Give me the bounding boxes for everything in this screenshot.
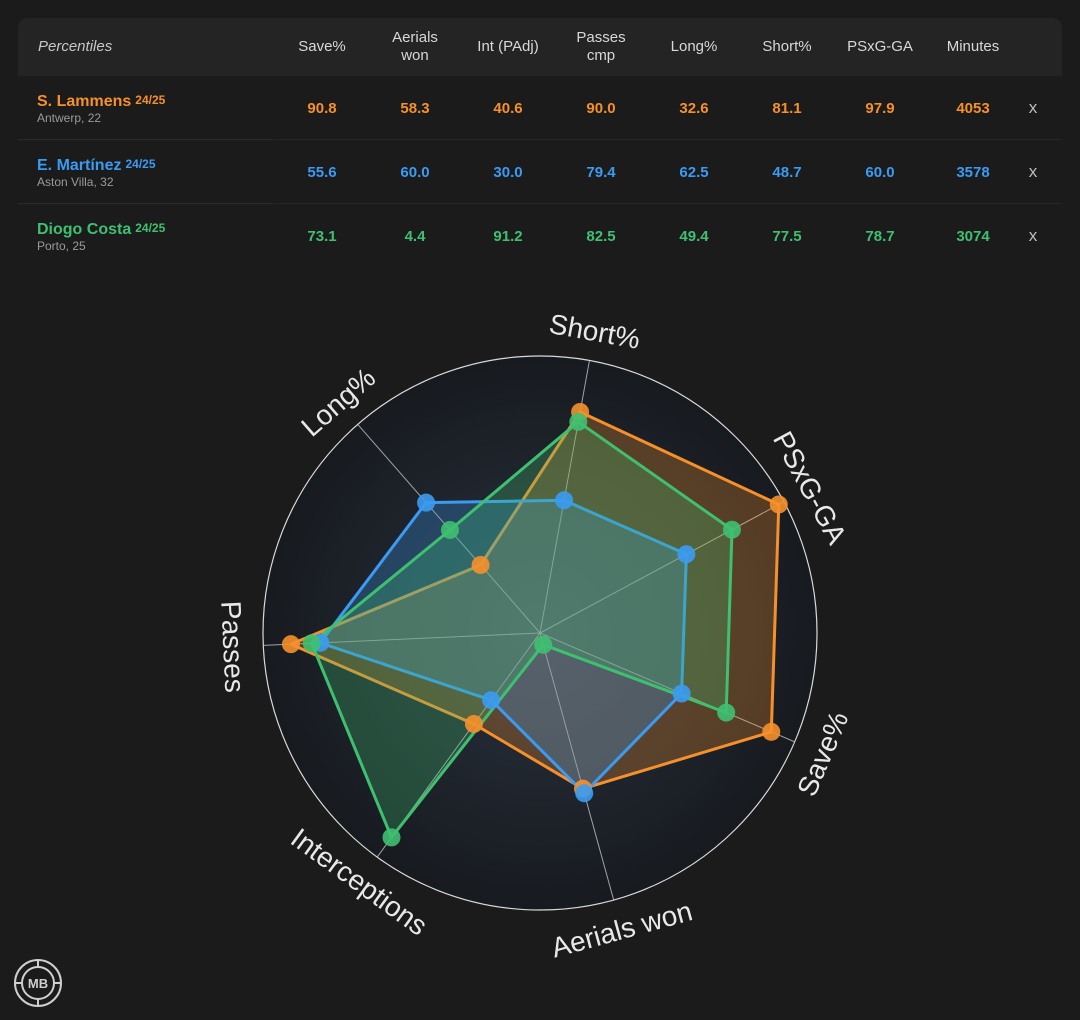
season-label: 24/25: [125, 157, 156, 171]
stat-value: 62.5: [679, 163, 709, 181]
data-point: [281, 635, 300, 654]
column-header: Long%: [670, 38, 718, 55]
stat-value: 30.0: [493, 163, 523, 181]
player-name-text: E. Martínez: [37, 157, 122, 174]
stat-value: 32.6: [679, 99, 709, 117]
stat-value: 4053: [956, 99, 990, 117]
data-point: [569, 412, 588, 431]
data-point: [575, 784, 594, 803]
table-row: Diogo Costa 24/25 Porto, 25 73.1 4.4 91.2 82.5…: [18, 204, 1062, 268]
series-area: [318, 498, 688, 795]
season-label: 24/25: [135, 221, 166, 235]
mb-logo: MB: [14, 959, 62, 1007]
player-name: S. Lammens 24/25: [37, 93, 165, 111]
data-point: [769, 495, 788, 514]
table-row: S. Lammens 24/25 Antwerp, 22 90.8 58.3 40.6 90…: [18, 76, 1062, 140]
radar-spoke: [539, 632, 795, 743]
data-point: [482, 691, 501, 710]
data-point: [382, 828, 401, 847]
column-header: PSxG-GA: [847, 38, 913, 55]
column-header: Minutes: [946, 38, 1000, 55]
stat-value: 49.4: [679, 227, 709, 245]
player-club-age: Antwerp, 22: [37, 111, 102, 125]
stat-value: 4.4: [404, 227, 426, 245]
stat-value: 60.0: [400, 163, 430, 181]
stat-value: 77.5: [772, 227, 802, 245]
remove-player-button[interactable]: x: [1028, 162, 1038, 181]
data-point: [717, 703, 736, 722]
data-point: [762, 722, 781, 741]
table-row: E. Martínez 24/25 Aston Villa, 32 55.6 60.0 3…: [18, 140, 1062, 204]
row-divider: [18, 139, 1062, 140]
column-header: Int (PAdj): [477, 38, 539, 55]
remove-player-button[interactable]: x: [1028, 226, 1038, 245]
series-area: [289, 410, 781, 791]
data-point: [534, 635, 553, 654]
stat-value: 40.6: [493, 99, 523, 117]
data-point: [417, 493, 436, 512]
axis-label: Passes: [215, 600, 250, 693]
stat-value: 60.0: [865, 163, 895, 181]
stat-value: 73.1: [307, 227, 337, 245]
percentiles-table: Percentiles Save% Aerials won Int (PAdj) Pas…: [18, 18, 1062, 268]
stat-value: 91.2: [493, 227, 523, 245]
column-header: Short%: [762, 38, 812, 55]
table-header: Percentiles Save% Aerials won Int (PAdj) Pas…: [18, 18, 1062, 76]
stat-value: 58.3: [400, 99, 430, 117]
player-name: Diogo Costa 24/25: [37, 221, 165, 239]
stat-value: 78.7: [865, 227, 895, 245]
stat-value: 79.4: [586, 163, 616, 181]
data-point: [471, 555, 490, 574]
stat-value: 82.5: [586, 227, 616, 245]
player-club-age: Porto, 25: [37, 239, 86, 253]
player-club-age: Aston Villa, 32: [37, 175, 114, 189]
data-point: [464, 714, 483, 733]
data-point: [440, 520, 459, 539]
stat-value: 81.1: [772, 99, 802, 117]
column-header: Aerials won: [392, 29, 438, 64]
remove-player-button[interactable]: x: [1028, 98, 1038, 117]
axis-label: Short%: [547, 308, 643, 355]
data-point: [722, 520, 741, 539]
stat-value: 48.7: [772, 163, 802, 181]
stat-value: 90.8: [307, 99, 337, 117]
row-divider: [18, 203, 1062, 204]
data-point: [677, 545, 696, 564]
stat-value: 55.6: [307, 163, 337, 181]
player-name-text: Diogo Costa: [37, 221, 132, 238]
header-percentiles: Percentiles: [38, 38, 113, 55]
stat-value: 3578: [956, 163, 990, 181]
series-area: [310, 420, 734, 839]
radar-spoke: [539, 501, 785, 634]
player-name-text: S. Lammens: [37, 93, 132, 110]
player-name: E. Martínez 24/25: [37, 157, 156, 175]
stat-value: 3074: [956, 227, 990, 245]
data-point: [555, 491, 574, 510]
column-header: Passes cmp: [576, 29, 626, 64]
radar-spoke: [539, 632, 615, 901]
data-point: [302, 634, 321, 653]
logo-text: MB: [28, 976, 48, 991]
stat-value: 90.0: [586, 99, 616, 117]
column-header: Save%: [298, 38, 346, 55]
data-point: [672, 684, 691, 703]
stat-value: 97.9: [865, 99, 895, 117]
season-label: 24/25: [135, 93, 166, 107]
